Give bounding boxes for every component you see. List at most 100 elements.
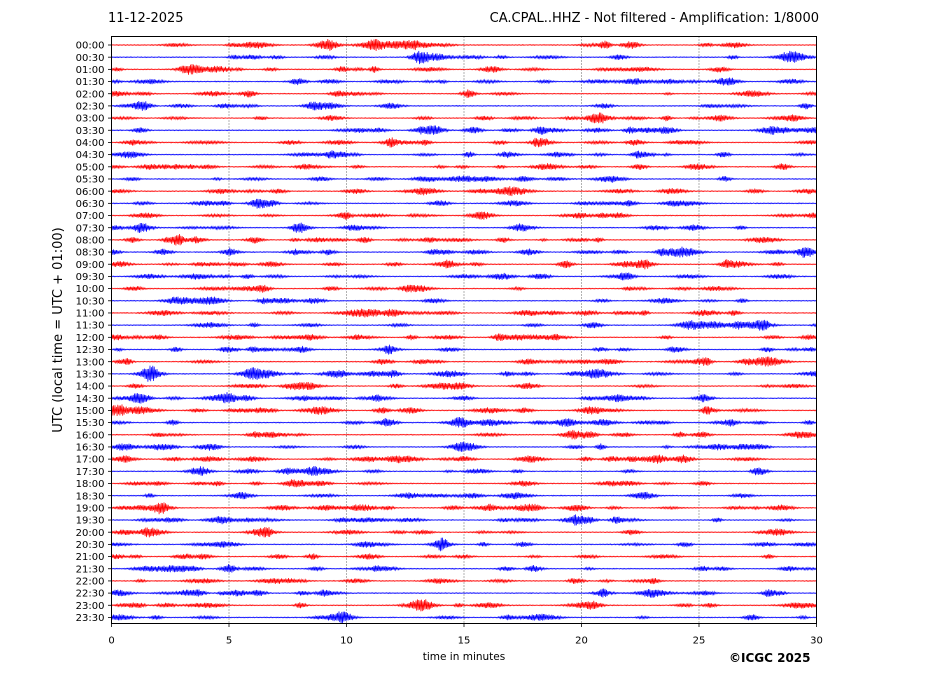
y-axis-label: UTC (local time = UTC + 01:00) xyxy=(51,227,66,432)
trace-0700 xyxy=(111,211,817,220)
y-tick-label: 11:00 xyxy=(76,309,105,320)
trace-1800 xyxy=(111,479,817,488)
y-tick-label: 03:30 xyxy=(76,126,105,137)
y-tick-label: 15:30 xyxy=(76,418,105,429)
trace-1530 xyxy=(111,417,817,428)
trace-1300 xyxy=(111,356,817,367)
y-tick-label: 22:30 xyxy=(76,589,105,600)
y-tick-label: 01:00 xyxy=(76,65,105,76)
y-tick-label: 20:30 xyxy=(76,540,105,551)
x-tick-label: 20 xyxy=(575,636,588,647)
date-label: 11-12-2025 xyxy=(108,11,184,26)
trace-1500 xyxy=(111,404,817,417)
trace-0900 xyxy=(111,259,817,270)
trace-0400 xyxy=(111,137,817,148)
trace-1700 xyxy=(111,454,817,464)
trace-1430 xyxy=(111,392,817,404)
y-tick-label: 13:30 xyxy=(76,369,105,380)
trace-1100 xyxy=(111,308,817,318)
y-tick-label: 14:30 xyxy=(76,394,105,405)
y-tick-label: 04:00 xyxy=(76,138,105,149)
trace-0300 xyxy=(111,112,817,124)
y-tick-label: 21:00 xyxy=(76,552,105,563)
y-tick-label: 09:30 xyxy=(76,272,105,283)
x-tick-label: 30 xyxy=(810,636,823,647)
trace-1030 xyxy=(111,296,817,305)
y-tick-label: 16:00 xyxy=(76,430,105,441)
trace-1600 xyxy=(111,429,817,440)
y-tick-label: 11:30 xyxy=(76,321,105,332)
y-tick-label: 06:00 xyxy=(76,187,105,198)
trace-0730 xyxy=(111,222,817,234)
y-tick-label: 18:00 xyxy=(76,479,105,490)
x-tick-label: 10 xyxy=(340,636,353,647)
chart-title: CA.CPAL..HHZ - Not filtered - Amplificat… xyxy=(489,11,819,26)
trace-2000 xyxy=(111,526,817,538)
y-tick-label: 23:30 xyxy=(76,613,105,624)
trace-2330 xyxy=(111,611,817,624)
trace-1230 xyxy=(111,344,817,355)
y-tick-label: 19:00 xyxy=(76,503,105,514)
trace-2230 xyxy=(111,588,817,598)
trace-2300 xyxy=(111,599,817,612)
trace-0500 xyxy=(111,163,817,171)
trace-0930 xyxy=(111,272,817,281)
x-tick-label: 25 xyxy=(693,636,706,647)
y-tick-label: 23:00 xyxy=(76,601,105,612)
y-tick-label: 05:00 xyxy=(76,162,105,173)
y-tick-label: 10:30 xyxy=(76,296,105,307)
y-tick-label: 16:30 xyxy=(76,443,105,454)
x-tick-label: 5 xyxy=(226,636,232,647)
y-tick-label: 02:30 xyxy=(76,102,105,113)
trace-1900 xyxy=(111,502,817,515)
y-tick-label: 17:30 xyxy=(76,467,105,478)
trace-1200 xyxy=(111,333,817,341)
trace-0830 xyxy=(111,246,817,258)
trace-1930 xyxy=(111,514,817,526)
y-tick-label: 01:30 xyxy=(76,77,105,88)
trace-1730 xyxy=(111,466,817,476)
trace-0630 xyxy=(111,198,817,209)
y-tick-label: 05:30 xyxy=(76,175,105,186)
y-tick-label: 00:30 xyxy=(76,53,105,64)
trace-1400 xyxy=(111,381,817,391)
y-tick-label: 09:00 xyxy=(76,260,105,271)
y-tick-label: 21:30 xyxy=(76,564,105,575)
y-tick-label: 08:00 xyxy=(76,235,105,246)
y-tick-label: 13:00 xyxy=(76,357,105,368)
y-tick-label: 06:30 xyxy=(76,199,105,210)
trace-2200 xyxy=(111,578,817,585)
trace-0200 xyxy=(111,89,817,98)
trace-2130 xyxy=(111,564,817,573)
trace-0130 xyxy=(111,77,817,86)
y-tick-label: 10:00 xyxy=(76,284,105,295)
grid-layer xyxy=(228,36,700,624)
y-tick-label: 12:30 xyxy=(76,345,105,356)
y-tick-label: 15:00 xyxy=(76,406,105,417)
trace-2030 xyxy=(111,537,817,552)
trace-1000 xyxy=(111,284,817,293)
y-tick-label: 04:30 xyxy=(76,150,105,161)
y-tick-label: 18:30 xyxy=(76,491,105,502)
y-tick-label: 00:00 xyxy=(76,41,105,52)
y-tick-label: 12:00 xyxy=(76,333,105,344)
x-axis-label: time in minutes xyxy=(423,651,505,663)
y-tick-label: 07:00 xyxy=(76,211,105,222)
y-tick-label: 20:00 xyxy=(76,528,105,539)
x-tick-label: 15 xyxy=(458,636,471,647)
trace-0530 xyxy=(111,175,817,183)
trace-0230 xyxy=(111,100,817,111)
y-tick-label: 03:00 xyxy=(76,114,105,125)
trace-1830 xyxy=(111,491,817,500)
y-tick-label: 02:00 xyxy=(76,89,105,100)
trace-0800 xyxy=(111,233,817,246)
trace-0030 xyxy=(111,50,817,65)
trace-layer xyxy=(111,38,817,624)
y-tick-label: 17:00 xyxy=(76,455,105,466)
trace-1130 xyxy=(111,319,817,331)
trace-1630 xyxy=(111,441,817,452)
trace-0430 xyxy=(111,150,817,159)
trace-0330 xyxy=(111,125,817,135)
